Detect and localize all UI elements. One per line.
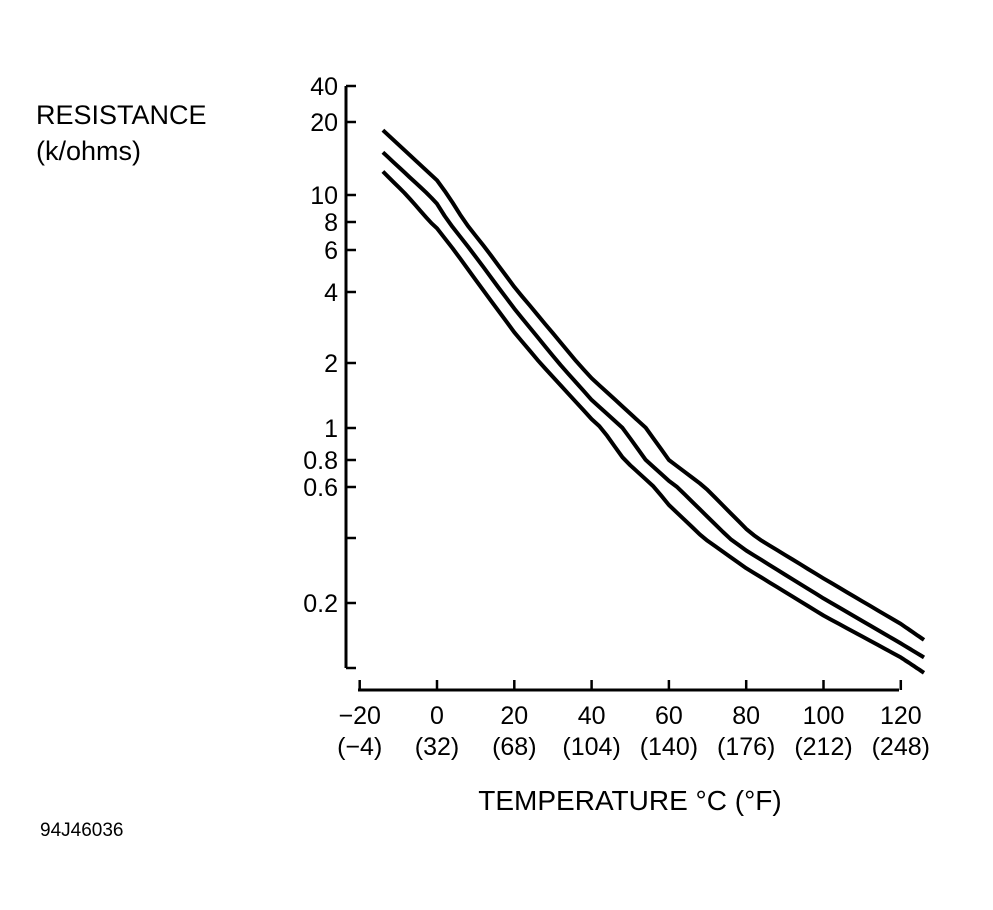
- x-tick-label: 100: [803, 702, 845, 730]
- y-tick-label: 0.8: [303, 447, 338, 475]
- x-tick-label: 20: [500, 702, 528, 730]
- x-tick-sublabel-fahrenheit: (104): [562, 733, 620, 761]
- x-tick-sublabel-fahrenheit: (68): [492, 733, 536, 761]
- y-tick-label: 2: [324, 350, 338, 378]
- curve-nominal: [381, 150, 926, 660]
- x-tick-label: 40: [578, 702, 606, 730]
- y-axis-label-line1: RESISTANCE: [36, 100, 207, 130]
- y-tick-label: 4: [324, 279, 338, 307]
- curve-lower: [381, 170, 926, 675]
- x-tick-label: 60: [655, 702, 683, 730]
- x-tick-sublabel-fahrenheit: (−4): [337, 733, 382, 761]
- x-tick-label: −20: [338, 702, 380, 730]
- x-tick-sublabel-fahrenheit: (212): [794, 733, 852, 761]
- x-tick-sublabel-fahrenheit: (32): [415, 733, 459, 761]
- x-tick-label: 80: [732, 702, 760, 730]
- y-tick-label: 6: [324, 237, 338, 265]
- y-tick-label: 0.2: [303, 590, 338, 618]
- y-tick-label: 10: [310, 182, 338, 210]
- x-tick-sublabel-fahrenheit: (248): [872, 733, 930, 761]
- x-tick-label: 120: [880, 702, 922, 730]
- y-tick-label: 1: [324, 415, 338, 443]
- x-axis-label: TEMPERATURE °C (°F): [478, 785, 781, 816]
- curve-upper: [381, 128, 926, 642]
- x-tick-label: 0: [430, 702, 444, 730]
- figure-id: 94J46036: [40, 820, 123, 841]
- x-tick-sublabel-fahrenheit: (176): [717, 733, 775, 761]
- y-tick-label: 20: [310, 109, 338, 137]
- y-tick-label: 0.6: [303, 474, 338, 502]
- y-tick-label: 8: [324, 209, 338, 237]
- x-tick-sublabel-fahrenheit: (140): [640, 733, 698, 761]
- y-tick-label: 40: [310, 73, 338, 101]
- y-axis-label-line2: (k/ohms): [36, 136, 141, 166]
